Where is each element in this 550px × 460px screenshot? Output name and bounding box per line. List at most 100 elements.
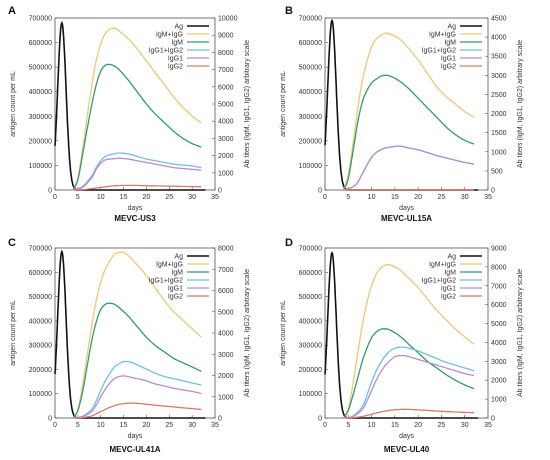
- y-tick-label: 500000: [299, 65, 322, 72]
- y-tick-label: 100000: [299, 163, 322, 170]
- series-line-igg1-igg2: [343, 346, 475, 419]
- series-line-igm: [343, 328, 475, 419]
- y2-tick-label: 1500: [491, 130, 507, 137]
- y2-tick-label: 0: [218, 416, 222, 423]
- x-tick-label: 5: [76, 422, 80, 429]
- legend-label: IgM+IgG: [429, 262, 456, 269]
- y2-tick-label: 0: [491, 188, 495, 195]
- x-tick-label: 20: [143, 422, 151, 429]
- plot-frame: [54, 17, 216, 191]
- legend-label: IgM: [171, 40, 183, 47]
- legend-label: IgG1+IgG2: [149, 48, 184, 55]
- y-tick-label: 700000: [299, 16, 322, 23]
- y-tick-label: 600000: [29, 270, 52, 277]
- x-tick-label: 5: [346, 422, 350, 429]
- y-axis-label: antigen count per mL: [280, 300, 287, 366]
- x-tick-label: 35: [484, 422, 492, 429]
- y-tick-label: 700000: [29, 16, 52, 23]
- x-tick-label: 25: [165, 422, 173, 429]
- x-tick-label: 15: [120, 422, 128, 429]
- legend-label: IgG1: [168, 286, 183, 293]
- y2-tick-label: 3500: [491, 54, 507, 61]
- y2-tick-label: 0: [491, 416, 495, 423]
- series-line-igm-igg: [343, 264, 475, 419]
- y2-tick-label: 4000: [491, 35, 507, 42]
- y2-tick-label: 5000: [218, 102, 234, 109]
- y2-tick-label: 500: [491, 168, 503, 175]
- y-tick-label: 400000: [299, 89, 322, 96]
- y2-tick-label: 7000: [218, 267, 234, 274]
- y2-tick-label: 3000: [491, 73, 507, 80]
- y2-tick-label: 4500: [491, 16, 507, 23]
- y-tick-label: 200000: [299, 367, 322, 374]
- x-axis-label: days: [128, 205, 143, 212]
- x-axis-label: days: [128, 433, 143, 440]
- y2-tick-label: 8000: [218, 50, 234, 57]
- y-tick-label: 400000: [29, 318, 52, 325]
- series-line-igm-igg: [72, 251, 202, 419]
- y2-tick-label: 3000: [491, 359, 507, 366]
- y-tick-label: 200000: [299, 138, 322, 145]
- y2-axis-label: Ab titers (IgM, IgG1, IgG2) arbitrary sc…: [517, 40, 524, 168]
- legend-label: IgG2: [168, 64, 183, 71]
- y2-tick-label: 5000: [218, 309, 234, 316]
- y2-tick-label: 6000: [218, 84, 234, 91]
- legend-label: IgG1+IgG2: [422, 278, 457, 285]
- x-tick-label: 35: [211, 422, 219, 429]
- panel-label: D: [285, 237, 293, 249]
- legend-label: IgM: [171, 270, 183, 277]
- x-tick-label: 0: [53, 194, 57, 201]
- y-tick-label: 300000: [29, 114, 52, 121]
- y-tick-label: 600000: [299, 270, 322, 277]
- legend-label: IgM: [444, 40, 456, 47]
- y2-tick-label: 9000: [491, 246, 507, 253]
- y2-tick-label: 1000: [218, 170, 234, 177]
- y2-tick-label: 1000: [218, 394, 234, 401]
- y2-tick-label: 6000: [218, 288, 234, 295]
- series-line-igg1-igg2: [343, 145, 475, 191]
- x-axis-label: days: [399, 433, 414, 440]
- y2-tick-label: 2000: [218, 373, 234, 380]
- legend-label: IgM+IgG: [429, 32, 456, 39]
- x-tick-label: 25: [438, 194, 446, 201]
- y-tick-label: 500000: [299, 294, 322, 301]
- y2-tick-label: 2500: [491, 92, 507, 99]
- series-line-igg1: [73, 157, 202, 191]
- y-tick-label: 500000: [29, 294, 52, 301]
- x-tick-label: 35: [484, 194, 492, 201]
- x-tick-label: 15: [391, 194, 399, 201]
- legend-label: IgG1+IgG2: [422, 48, 457, 55]
- x-axis-label: days: [399, 205, 414, 212]
- y-tick-label: 100000: [299, 391, 322, 398]
- legend-label: IgG1: [441, 286, 456, 293]
- y2-tick-label: 6000: [491, 302, 507, 309]
- legend-label: Ag: [447, 254, 456, 261]
- y-tick-label: 100000: [29, 163, 52, 170]
- y-tick-label: 0: [318, 188, 322, 195]
- x-tick-label: 10: [97, 422, 105, 429]
- y2-tick-label: 3000: [218, 352, 234, 359]
- series-line-igg1: [343, 145, 475, 191]
- x-tick-label: 20: [414, 194, 422, 201]
- x-tick-label: 30: [188, 194, 196, 201]
- y2-tick-label: 7000: [491, 283, 507, 290]
- series-line-igg2: [73, 184, 202, 191]
- y-tick-label: 600000: [299, 40, 322, 47]
- y-tick-label: 700000: [29, 246, 52, 253]
- y2-tick-label: 7000: [218, 67, 234, 74]
- series-line-igm: [72, 63, 202, 191]
- x-tick-label: 10: [97, 194, 105, 201]
- y-tick-label: 100000: [29, 391, 52, 398]
- series-line-igg2: [73, 402, 202, 419]
- x-tick-label: 0: [53, 422, 57, 429]
- y-tick-label: 400000: [299, 318, 322, 325]
- legend-label: IgM+IgG: [156, 32, 183, 39]
- legend-label: IgM: [444, 270, 456, 277]
- x-tick-label: 10: [368, 422, 376, 429]
- y-tick-label: 500000: [29, 65, 52, 72]
- panel-label: A: [8, 5, 16, 17]
- series-line-igg1: [343, 354, 475, 419]
